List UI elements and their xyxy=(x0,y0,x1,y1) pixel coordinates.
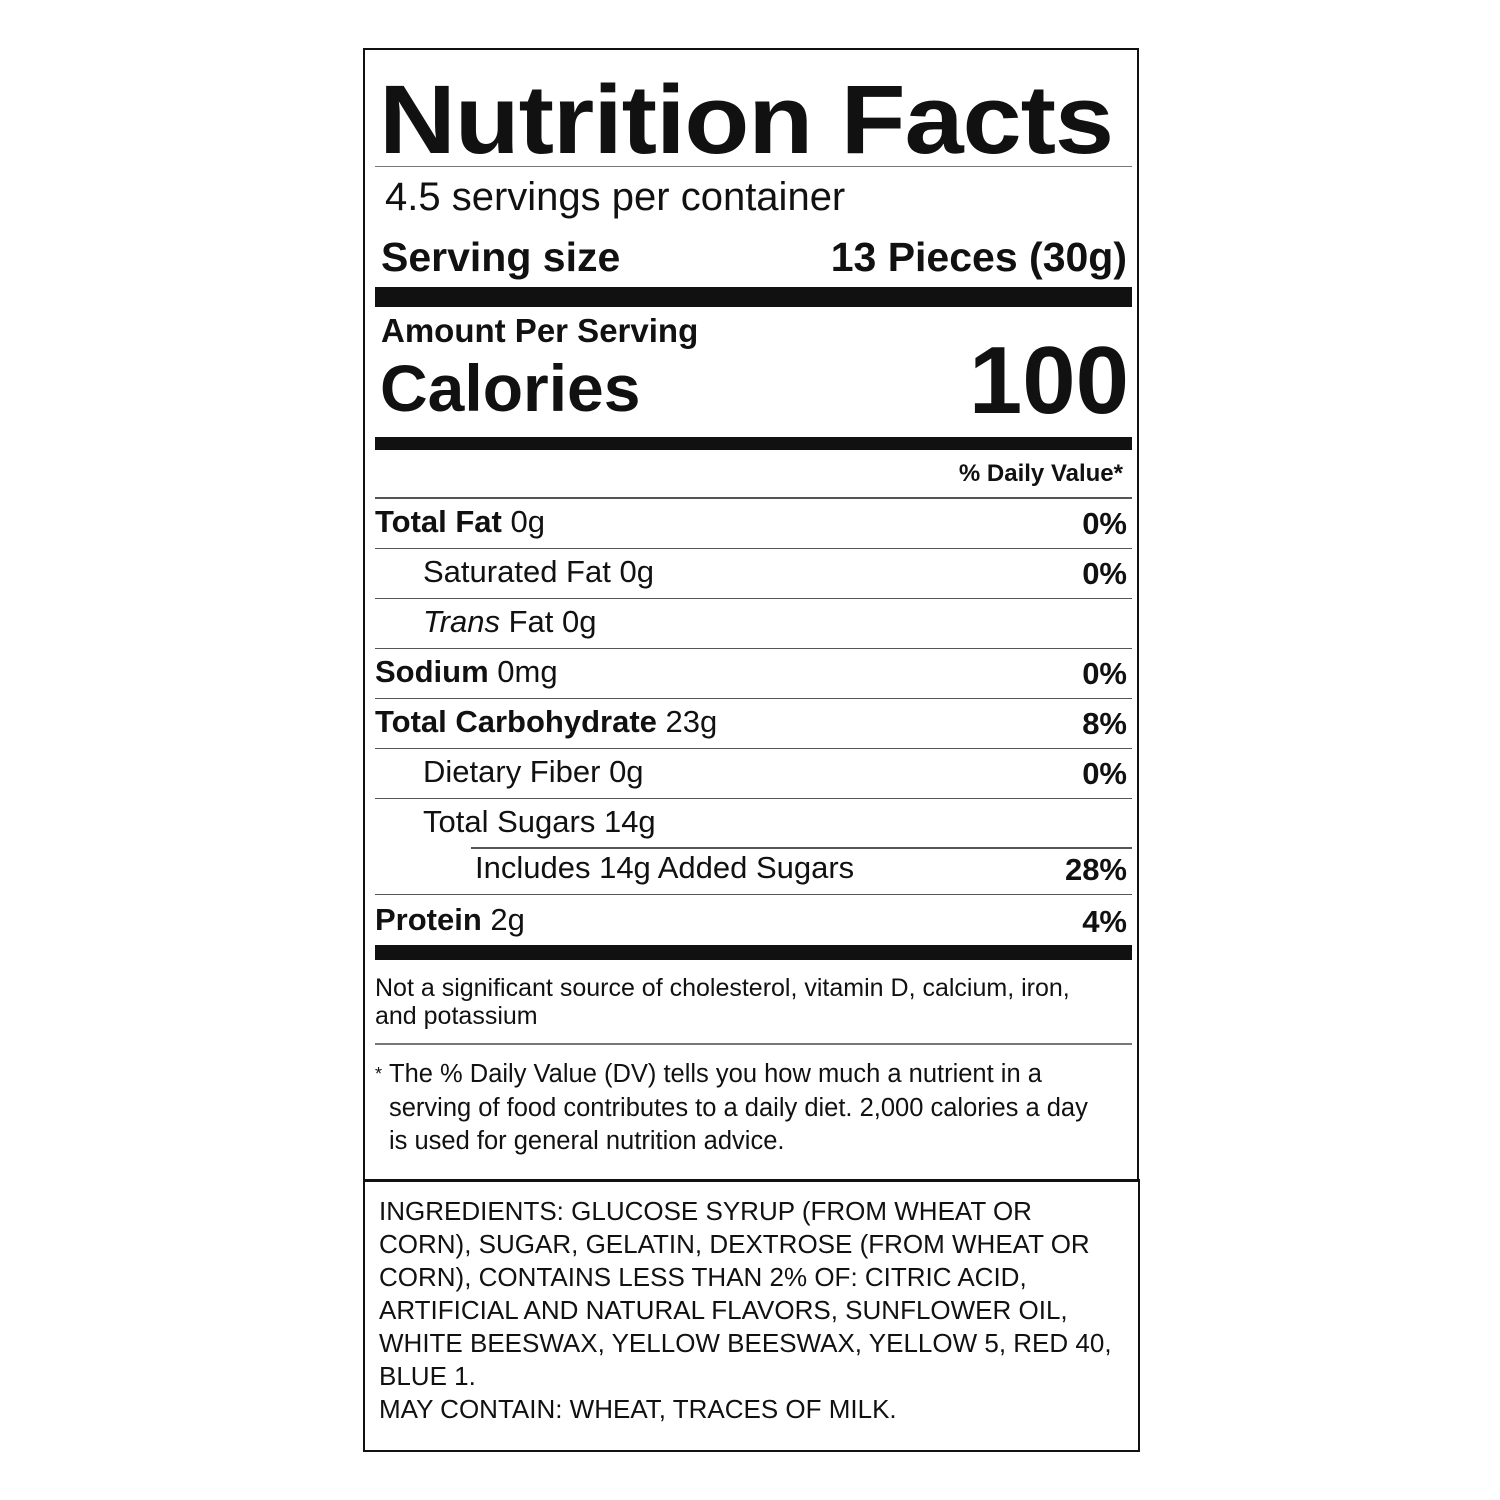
nutrient-name: Protein xyxy=(375,902,482,937)
nutrient-daily-value: 0% xyxy=(1082,656,1127,691)
nutrient-amount: 0mg xyxy=(497,654,558,689)
divider xyxy=(471,847,1132,849)
nutrient-row: Total Fat 0g 0% xyxy=(375,498,1132,549)
nutrient-row: Trans Fat 0g xyxy=(375,598,1132,649)
calories-value: 100 xyxy=(968,327,1129,434)
nutrient-daily-value: 28% xyxy=(1064,852,1127,887)
nutrient-daily-value: 0% xyxy=(1082,506,1127,541)
title: Nutrition Facts xyxy=(379,65,1114,174)
nutrient-name-italic: Trans xyxy=(423,604,500,639)
nutrient-row: Saturated Fat 0g 0% xyxy=(375,548,1132,599)
not-significant-note: Not a significant source of cholesterol,… xyxy=(375,974,1070,1030)
amount-per-serving: Amount Per Serving xyxy=(381,312,699,349)
servings-per-container: 4.5 servings per container xyxy=(385,175,846,219)
nutrient-row: Protein 2g 4% xyxy=(375,896,1132,946)
nutrient-row: Dietary Fiber 0g 0% xyxy=(375,748,1132,799)
nutrient-amount: 0g xyxy=(562,604,597,639)
nutrient-amount: 0g xyxy=(619,554,654,589)
nutrient-name: Saturated Fat xyxy=(423,554,611,589)
serving-size-label: Serving size xyxy=(381,234,621,280)
thick-divider xyxy=(375,287,1132,307)
nutrient-row: Total Carbohydrate 23g 8% xyxy=(375,698,1132,749)
footnote-marker: * xyxy=(375,1064,383,1084)
nutrient-name: Total Sugars xyxy=(423,804,596,839)
serving-size-value: 13 Pieces (30g) xyxy=(830,234,1127,280)
nutrient-row: Total Sugars 14g xyxy=(375,798,1132,848)
nutrient-daily-value: 0% xyxy=(1082,756,1127,791)
divider xyxy=(375,497,1132,499)
nutrient-row: Includes 14g Added Sugars 28% xyxy=(375,848,1132,895)
nutrient-amount: 2g xyxy=(490,902,525,937)
nutrient-name: Total Carbohydrate xyxy=(375,704,657,739)
divider xyxy=(375,1043,1132,1045)
nutrient-name: Sodium xyxy=(375,654,489,689)
nutrient-amount: 14g xyxy=(603,804,656,839)
nutrition-facts-panel: Nutrition Facts 4.5 servings per contain… xyxy=(363,48,1139,1182)
nutrient-name: Dietary Fiber xyxy=(423,754,601,789)
nutrient-row: Sodium 0mg 0% xyxy=(375,648,1132,699)
nutrient-amount: 0g xyxy=(510,504,545,539)
nutrient-name: Fat xyxy=(508,604,554,639)
nutrient-daily-value: 4% xyxy=(1082,904,1127,939)
nutrient-daily-value: 8% xyxy=(1082,706,1127,741)
nutrient-amount: 23g xyxy=(665,704,718,739)
nutrient-name: Includes 14g Added Sugars xyxy=(475,850,855,885)
ingredients-text: INGREDIENTS: GLUCOSE SYRUP (FROM WHEAT O… xyxy=(379,1196,1112,1391)
ingredients-panel: INGREDIENTS: GLUCOSE SYRUP (FROM WHEAT O… xyxy=(363,1179,1140,1452)
nutrient-name: Total Fat xyxy=(375,504,502,539)
may-contain-text: MAY CONTAIN: WHEAT, TRACES OF MILK. xyxy=(379,1394,897,1424)
nutrient-daily-value: 0% xyxy=(1082,556,1127,591)
calories-label: Calories xyxy=(380,351,641,425)
divider xyxy=(375,166,1132,167)
daily-value-header: % Daily Value* xyxy=(958,460,1123,487)
thick-divider xyxy=(375,437,1132,450)
nutrient-amount: 0g xyxy=(609,754,644,789)
thick-divider xyxy=(375,945,1132,960)
daily-value-footnote: The % Daily Value (DV) tells you how muc… xyxy=(389,1060,1088,1155)
